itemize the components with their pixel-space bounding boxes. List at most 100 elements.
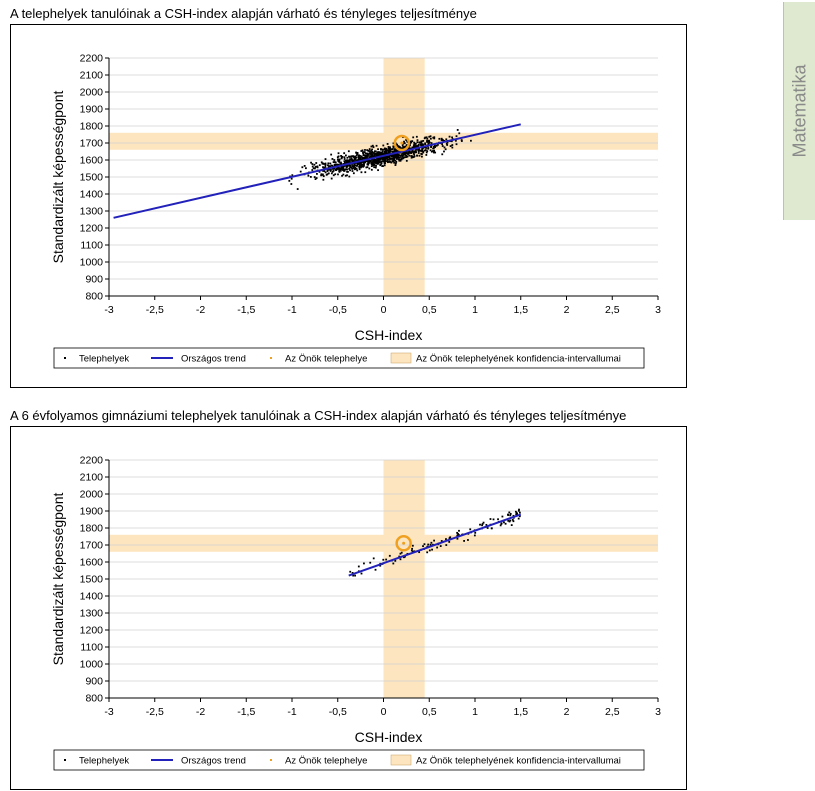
data-point [324,171,327,174]
data-point [393,155,396,158]
data-point [332,169,335,172]
data-point [416,141,419,144]
data-point [348,161,351,164]
x-tick-label: 0 [381,706,387,718]
data-point [354,574,356,577]
data-point [393,161,396,164]
x-tick-label: 2 [564,304,570,316]
data-point [413,151,415,154]
data-point [418,141,421,144]
data-point [518,511,521,514]
data-point [313,163,316,166]
data-point [383,156,386,159]
data-point [365,166,368,169]
data-point [374,161,377,164]
y-tick-label: 1600 [80,155,104,167]
data-point [384,162,386,165]
data-point [367,155,369,158]
x-tick-label: -1,5 [237,304,255,316]
data-point [338,158,341,161]
data-point [362,165,365,168]
data-point [342,163,345,165]
data-point [353,157,356,160]
data-point [486,527,489,529]
data-point [394,159,397,162]
data-point [402,153,405,156]
data-point [445,538,447,540]
y-tick-label: 2200 [80,53,104,65]
data-point [356,162,358,165]
data-point [366,157,368,159]
y-tick-label: 1300 [80,206,104,218]
data-point [411,547,414,550]
data-point [403,556,405,559]
data-point [334,173,337,176]
data-point [411,146,414,149]
data-point [420,142,423,144]
data-point [515,513,518,516]
data-point [371,156,374,159]
data-point [351,164,353,166]
data-point [385,558,388,561]
data-point [382,160,385,163]
data-point [336,168,338,171]
data-point [318,170,321,173]
data-point [352,172,355,175]
data-point [324,165,327,168]
data-point [316,166,319,169]
data-point [405,144,408,146]
y-tick-label: 1000 [80,257,104,269]
y-tick-label: 2200 [80,455,104,467]
data-point [348,155,350,158]
legend-ci-symbol [390,352,412,364]
data-point [512,514,515,517]
legend-points-symbol [64,357,66,359]
data-point [338,161,341,163]
data-point [349,169,351,172]
data-point [422,144,425,146]
data-point [446,144,449,146]
data-point [500,522,503,525]
data-point [363,161,365,164]
data-point [381,148,384,151]
data-point [373,166,376,169]
data-point [364,157,366,160]
data-point [436,546,439,549]
data-point [454,139,457,142]
data-point [380,152,383,155]
data-point [389,150,391,153]
data-point [381,150,384,153]
data-point [370,153,372,156]
data-point [347,170,349,173]
data-point [383,152,385,155]
data-point [515,511,518,514]
data-point [424,149,427,151]
data-point [307,174,310,177]
data-point [394,148,397,151]
data-point [517,517,520,520]
legend-trend-label: Országos trend [181,354,246,365]
data-point [378,153,381,156]
data-point [517,509,520,512]
data-point [316,172,318,175]
data-point [314,178,317,180]
data-point [340,161,342,164]
data-point [360,165,363,168]
data-point [445,544,448,546]
data-point [301,166,304,169]
data-point [396,158,398,160]
data-point [394,559,397,562]
data-point [406,155,409,158]
x-tick-label: -2 [196,304,205,316]
legend-yours-label: Az Önök telephelye [285,756,367,767]
y-tick-label: 1500 [80,172,104,184]
data-point [358,166,361,169]
data-point [427,147,429,150]
data-point [369,155,371,158]
data-point [403,156,406,159]
data-point [352,159,355,162]
data-point [380,160,383,163]
data-point [386,158,389,161]
data-point [410,549,413,552]
y-tick-label: 1700 [80,540,104,552]
